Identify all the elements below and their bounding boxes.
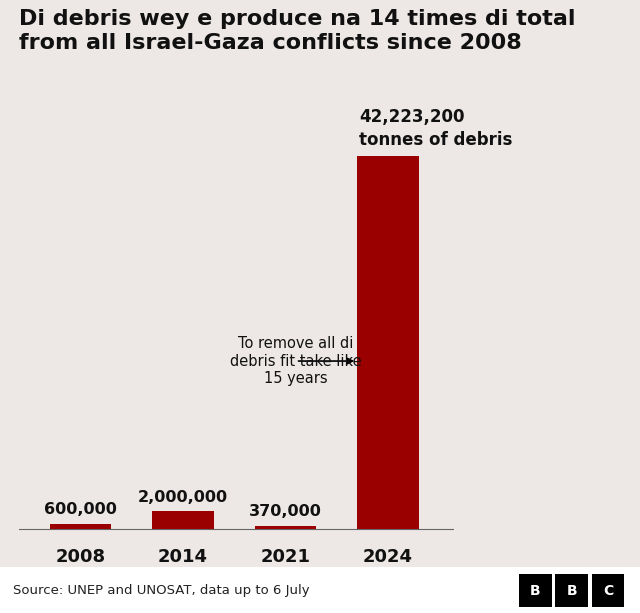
Bar <box>255 525 316 529</box>
FancyBboxPatch shape <box>592 574 625 607</box>
FancyBboxPatch shape <box>556 574 588 607</box>
FancyBboxPatch shape <box>519 574 552 607</box>
Text: B: B <box>566 584 577 598</box>
Text: 2,000,000: 2,000,000 <box>138 490 228 505</box>
Bar <box>50 524 111 529</box>
Text: Source: UNEP and UNOSAT, data up to 6 July: Source: UNEP and UNOSAT, data up to 6 Ju… <box>13 584 309 596</box>
Text: C: C <box>603 584 613 598</box>
Bar <box>152 511 214 529</box>
Text: B: B <box>530 584 541 598</box>
Text: Di debris wey e produce na 14 times di total
from all Israel-Gaza conflicts sinc: Di debris wey e produce na 14 times di t… <box>19 9 576 53</box>
Text: To remove all di
debris fit take like
15 years: To remove all di debris fit take like 15… <box>230 336 362 386</box>
Text: 370,000: 370,000 <box>249 504 322 519</box>
Bar <box>357 156 419 529</box>
Text: 42,223,200
tonnes of debris: 42,223,200 tonnes of debris <box>359 108 513 149</box>
Text: 600,000: 600,000 <box>44 503 117 517</box>
